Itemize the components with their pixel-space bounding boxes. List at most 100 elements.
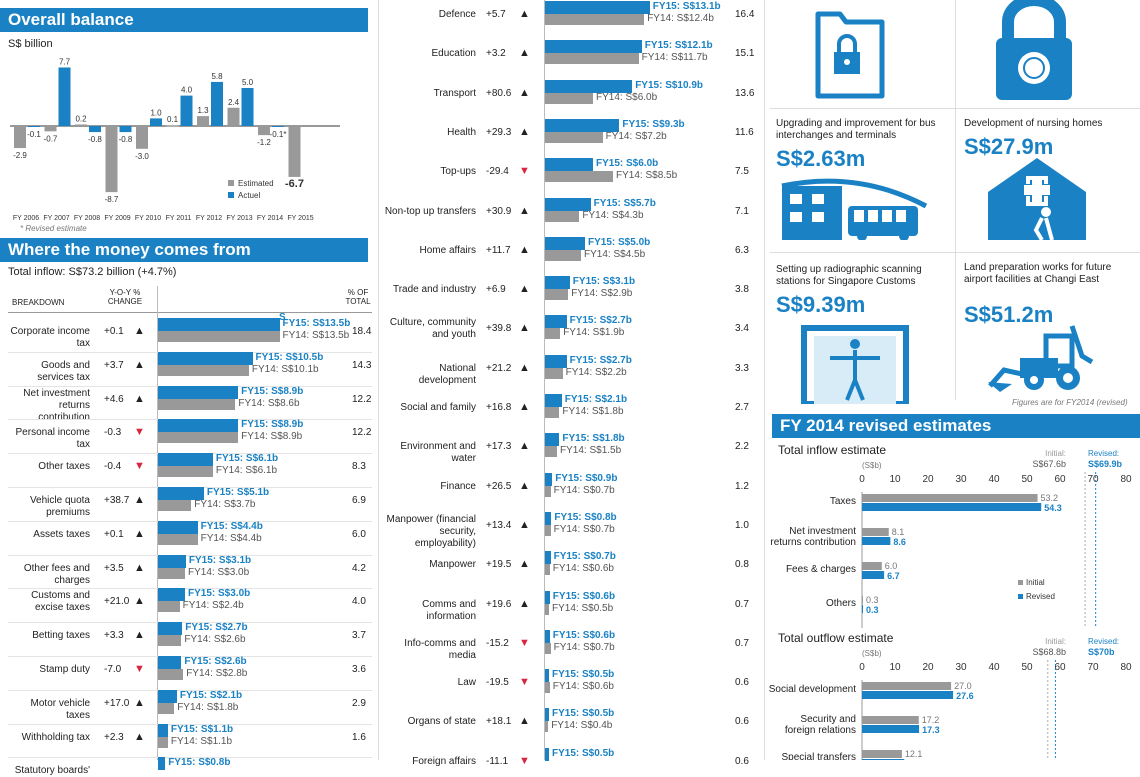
fy15-bar	[158, 554, 186, 568]
row-pct: 7.1	[735, 205, 749, 217]
balance-year-label: FY 2006	[13, 215, 39, 222]
row-name: Health	[447, 126, 476, 138]
balance-estimated-bar	[105, 126, 118, 193]
fy15-label: FY15: S$2.1b	[179, 689, 243, 701]
inflow-revised-bar	[862, 571, 885, 579]
row-change: +2.3	[104, 731, 124, 743]
money-total: Total inflow: S$73.2 billion (+4.7%)	[8, 266, 176, 278]
balance-actual-label: 1.0	[150, 108, 162, 117]
row-name: Organs of state	[407, 716, 476, 728]
fy14-label: FY14: S$3.7b	[194, 499, 256, 510]
row-change: +5.7	[486, 9, 506, 20]
row-pct: 0.8	[735, 559, 749, 571]
project-1-value: S$2.63m	[776, 146, 866, 171]
fy15-label: FY15: S$3.1b	[572, 276, 636, 288]
fy15-bar	[545, 629, 550, 643]
fy14-label: FY14: S$1.1b	[170, 735, 233, 747]
fy14-label: FY14: S$4.4b	[200, 532, 262, 544]
fy15-label: FY15: S$0.6b	[552, 629, 616, 641]
outflow-initial-bar	[862, 716, 919, 724]
fy15-label: FY15: S$8.9b	[241, 419, 304, 431]
balance-actual-label: 5.0	[242, 78, 254, 87]
row-change: +19.6	[486, 598, 512, 610]
fy14-bar	[545, 131, 603, 143]
outflow-tick: 80	[1120, 662, 1132, 673]
row-pct: 2.7	[735, 402, 749, 413]
fy15-label: FY15: S$0.5b	[552, 669, 615, 681]
outflow-row-name: Special transfers	[782, 752, 856, 760]
revised-legend-revised-swatch	[1018, 594, 1023, 599]
overall-footnote: * Revised estimate	[20, 224, 87, 233]
fy14-bar	[545, 53, 639, 65]
outflow-revised-value-label: 27.6	[956, 691, 974, 701]
row-pct: 0.6	[735, 716, 749, 728]
fy15-bar	[545, 433, 560, 447]
row-name: Transport	[433, 87, 476, 99]
balance-estimated-label: -2.9	[13, 151, 27, 160]
inflow-tick: 0	[859, 474, 865, 485]
row-change: +4.6	[104, 393, 124, 405]
fy14-label: FY14: S$1.9b	[563, 327, 625, 339]
fy14-label: FY14: S$0.7b	[553, 484, 615, 496]
row-pct: 14.3	[352, 359, 372, 371]
fy14-bar	[545, 446, 557, 458]
row-name: Social and family	[400, 402, 476, 413]
fy14-bar	[545, 485, 551, 497]
row-pct: 16.4	[735, 9, 755, 20]
row-arrow-down: ▼	[519, 676, 530, 689]
fy15-bar	[545, 40, 642, 54]
inflow-row-name: Taxes	[830, 496, 856, 507]
inflow-revised-value-label: 0.3	[866, 605, 879, 615]
balance-estimated-label: -8.7	[105, 195, 119, 204]
outflow-tick: 30	[955, 662, 967, 673]
inflow-revised-bar	[862, 503, 1042, 511]
fy14-bar	[545, 524, 551, 536]
balance-actual-label: 5.8	[211, 72, 223, 81]
row-change: +29.3	[486, 126, 512, 138]
legend-actual-swatch	[228, 192, 234, 198]
outflow-initial-bar	[862, 750, 902, 758]
row-pct: 3.3	[735, 362, 749, 374]
row-name: Goods and services tax	[37, 359, 90, 383]
projects-divider-h2	[770, 252, 1140, 253]
fy15-bar	[545, 354, 567, 368]
row-arrow-up: ▲	[519, 8, 530, 20]
row-arrow-up: ▲	[519, 125, 530, 138]
outflow-row-name: foreign relations	[785, 725, 856, 736]
fy15-bar	[158, 419, 239, 433]
balance-actual-label: 4.0	[181, 86, 193, 95]
row-name: Other fees and charges	[23, 562, 90, 586]
row-name: Net investment returns contribution	[23, 387, 90, 423]
row-change: +19.5	[486, 559, 512, 571]
fy14-bar	[545, 14, 645, 25]
row-change: -11.1	[486, 755, 509, 767]
fy14-label: FY14: S$13.5b	[282, 330, 350, 341]
row-arrow-down: ▼	[519, 754, 530, 767]
balance-estimated-label: -0.7	[44, 134, 58, 143]
row-name: Personal income tax	[15, 427, 90, 451]
divider-2	[764, 0, 765, 760]
row-arrow-up: ▲	[134, 561, 145, 574]
project-3-caption: Setting up radiographic scanning station…	[776, 264, 922, 287]
outflow-row-name: Social development	[769, 684, 856, 695]
outflow-initial-value-label: 12.1	[905, 749, 923, 759]
fy14-bar	[545, 642, 551, 654]
outflow-unit: (S$b)	[862, 649, 882, 658]
fy14-label: FY14: S$0.6b	[552, 681, 614, 693]
fy14-bar	[158, 736, 168, 748]
outflow-initial-value-label: 17.2	[922, 715, 940, 725]
row-change: -15.2	[486, 637, 509, 649]
fy14-label: FY14: S$2.2b	[565, 366, 627, 378]
fy14-bar	[545, 407, 560, 418]
projects-divider-h1	[770, 108, 1140, 109]
outflow-tick: 50	[1021, 662, 1033, 673]
fy15-label: FY15: S$5.7b	[593, 197, 656, 209]
fy15-bar	[158, 520, 198, 534]
fy15-label: FY15: S$0.8b	[168, 757, 231, 769]
row-arrow-up: ▲	[519, 322, 530, 335]
balance-actual-bar	[89, 126, 101, 133]
fy14-label: FY14: S$0.6b	[552, 563, 614, 575]
row-arrow-down: ▼	[134, 663, 145, 675]
outflow-title: Total outflow estimate	[778, 631, 894, 645]
inflow-revised-bar	[862, 605, 863, 613]
